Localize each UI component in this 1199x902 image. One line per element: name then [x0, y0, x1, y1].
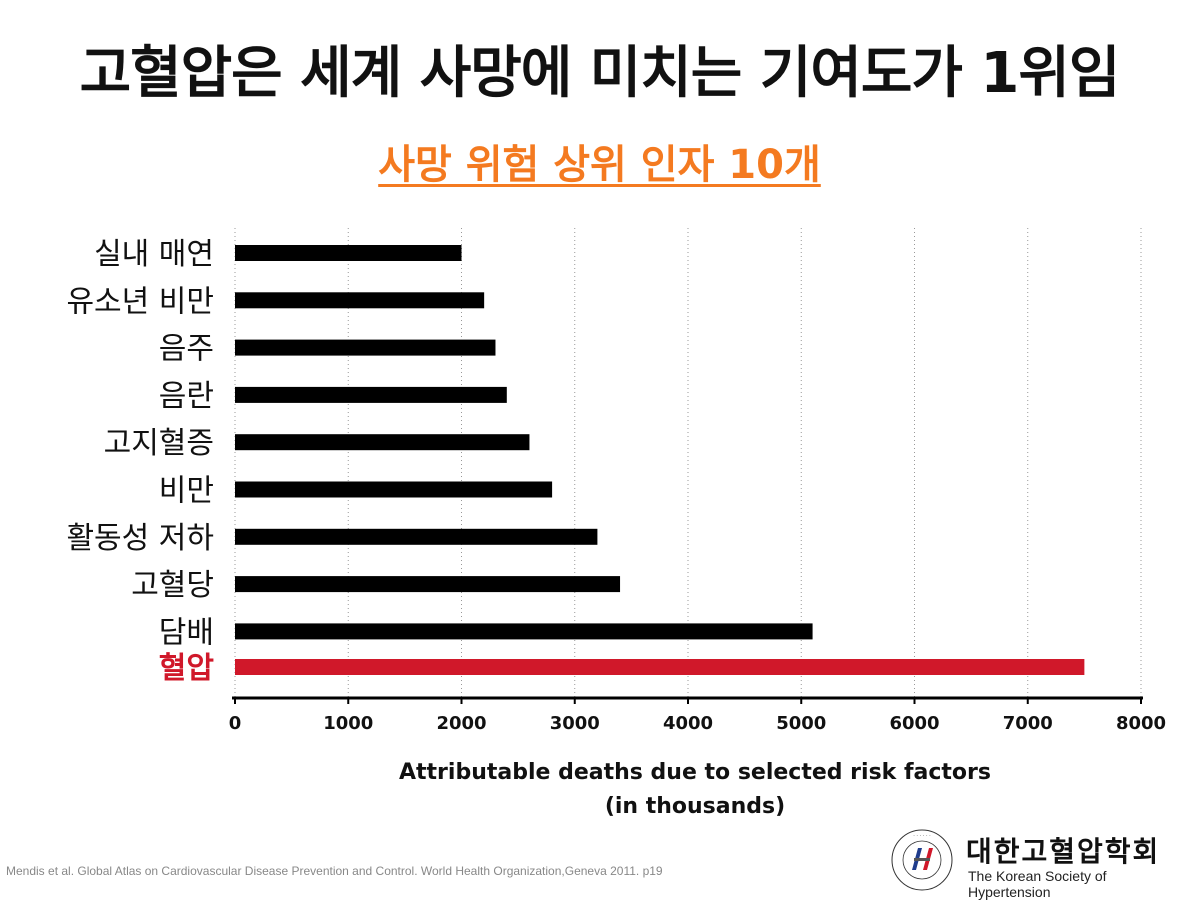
society-name-english: The Korean Society of Hypertension	[968, 868, 1107, 900]
x-tick-label: 6000	[889, 713, 939, 734]
category-label: 유소년 비만	[66, 284, 214, 319]
bar	[235, 386, 507, 403]
bar	[235, 245, 462, 261]
category-label: 활동성 저하	[66, 521, 214, 556]
x-tick-label: 4000	[663, 713, 713, 734]
page-title: 고혈압은 세계 사망에 미치는 기여도가 1위임	[79, 41, 1121, 106]
category-label: 비만	[159, 474, 214, 509]
society-name-korean: 대한고혈압학회	[966, 835, 1161, 868]
category-label: 고지혈증	[104, 426, 214, 461]
bar	[235, 339, 496, 356]
society-logo: · · · · · · 대한고혈압학회 The Korean Society o…	[890, 826, 1190, 900]
svg-text:· · · · · ·: · · · · · ·	[913, 833, 931, 839]
x-axis-title: Attributable deaths due to selected risk…	[300, 756, 1090, 824]
bar	[235, 659, 1085, 675]
category-label: 담배	[159, 615, 214, 650]
category-label: 실내 매연	[94, 237, 214, 272]
category-label: 고혈당	[131, 568, 214, 603]
x-tick-label: 1000	[323, 713, 373, 734]
citation: Mendis et al. Global Atlas on Cardiovasc…	[6, 864, 663, 878]
bar	[235, 481, 553, 498]
category-label: 음주	[159, 332, 214, 367]
x-tick-label: 0	[229, 713, 242, 734]
x-tick-label: 8000	[1116, 713, 1166, 734]
bar	[235, 576, 621, 593]
bar	[235, 434, 530, 451]
chart-bars	[235, 245, 1085, 675]
x-axis-label: Attributable deaths due to selected risk…	[399, 760, 991, 785]
chart-x-tick-labels: 0 1000 2000 3000 4000 5000 6000 7000 8000	[229, 713, 1166, 734]
x-tick-label: 5000	[776, 713, 826, 734]
x-axis-unit: (in thousands)	[604, 794, 786, 819]
bar	[235, 528, 598, 545]
category-label: 음란	[159, 379, 214, 414]
x-tick-label: 7000	[1003, 713, 1053, 734]
x-tick-label: 3000	[550, 713, 600, 734]
x-tick-label: 2000	[436, 713, 486, 734]
category-label: 혈압	[159, 651, 215, 686]
society-seal-icon: · · · · · ·	[891, 829, 953, 891]
chart-x-axis	[232, 696, 1143, 704]
bar	[235, 623, 813, 640]
bar	[235, 292, 485, 309]
page-subtitle: 사망 위험 상위 인자 10개	[378, 142, 821, 188]
